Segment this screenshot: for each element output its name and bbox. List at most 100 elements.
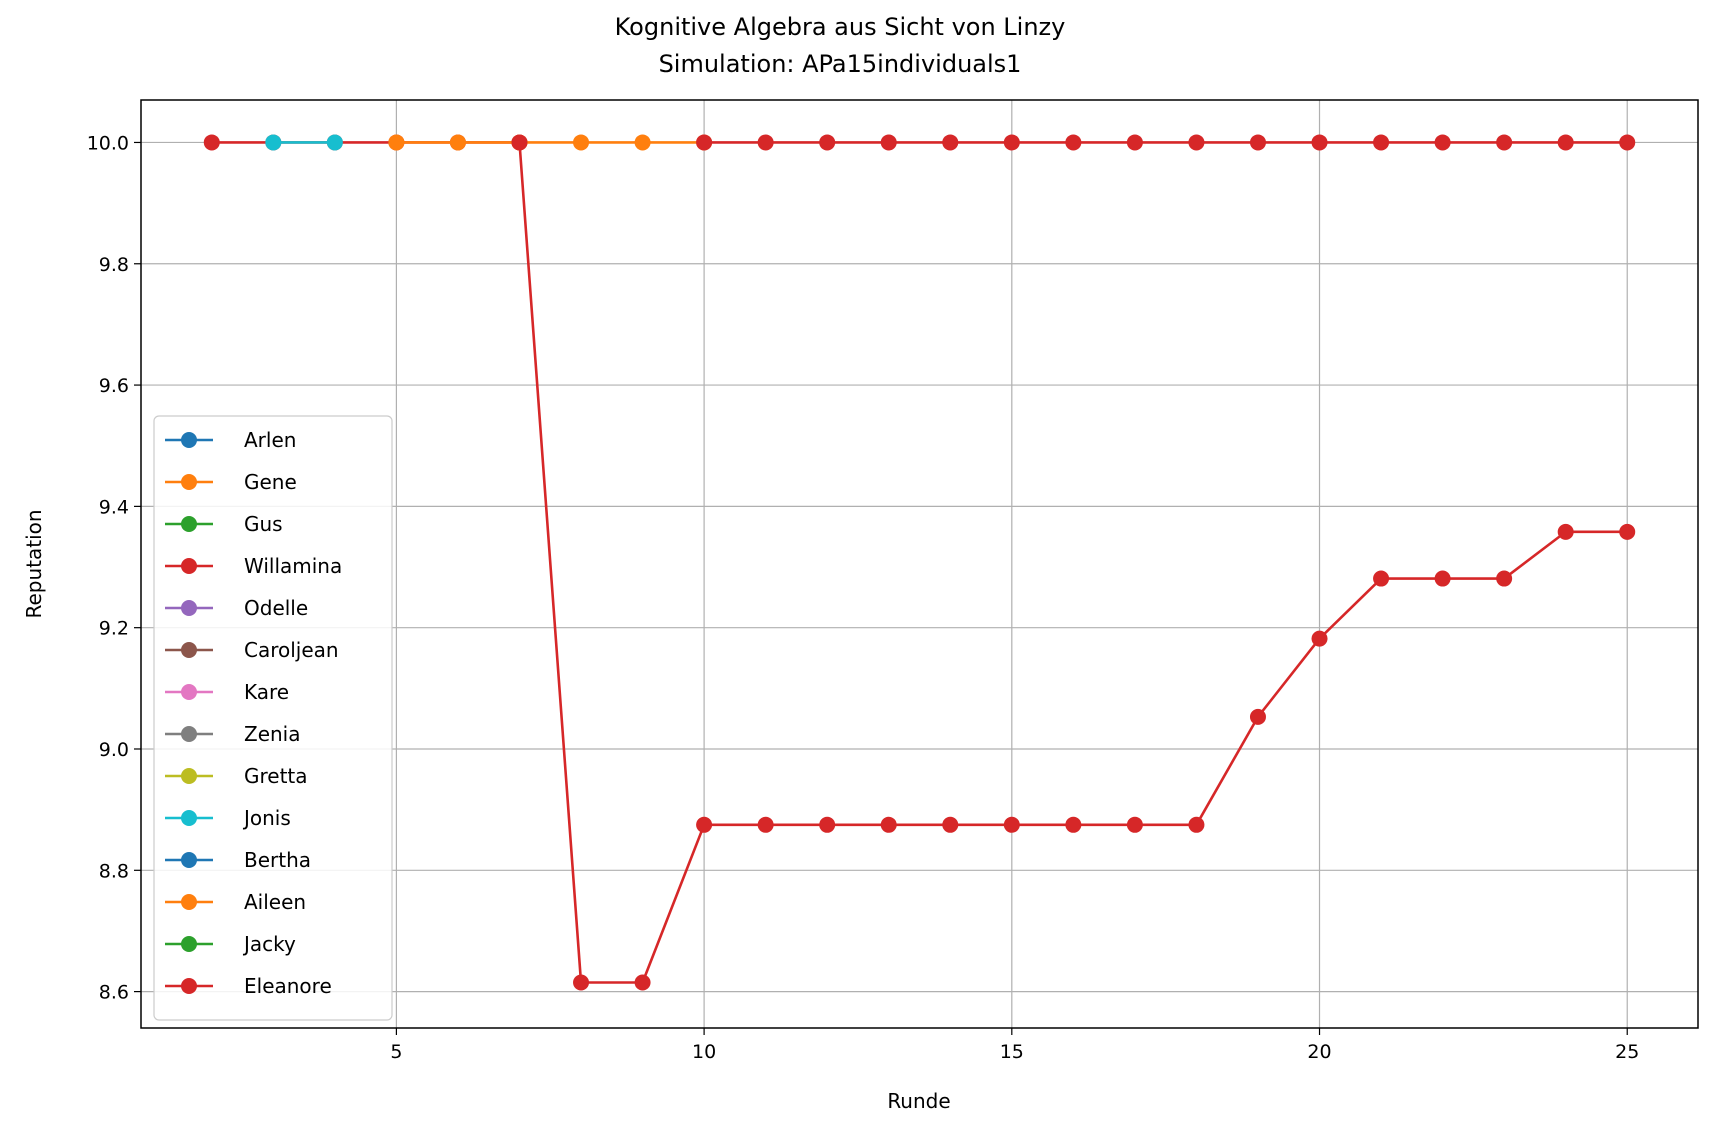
y-axis-label: Reputation bbox=[22, 509, 46, 618]
data-point bbox=[1188, 134, 1205, 151]
legend-item: Kare bbox=[165, 680, 289, 704]
x-axis-label: Runde bbox=[887, 1089, 950, 1113]
x-tick-label: 15 bbox=[1000, 1041, 1024, 1063]
legend-item: Caroljean bbox=[165, 638, 339, 662]
data-point bbox=[1496, 570, 1513, 587]
legend-item: Gretta bbox=[165, 764, 308, 788]
y-tick-label: 8.8 bbox=[99, 860, 129, 882]
data-point bbox=[1311, 630, 1328, 647]
legend-item: Aileen bbox=[165, 890, 306, 914]
chart-title: Kognitive Algebra aus Sicht von Linzy bbox=[615, 13, 1066, 41]
data-point bbox=[1619, 134, 1636, 151]
legend-item: Gus bbox=[165, 512, 283, 536]
data-point bbox=[1065, 816, 1082, 833]
legend-label: Jonis bbox=[242, 806, 291, 830]
y-tick-label: 9.4 bbox=[99, 496, 129, 518]
data-point bbox=[1311, 134, 1328, 151]
axis-ticks: 5 10 15 20 25 8.6 8.8 9.0 9.2 9.4 9.6 9.8 10.0 bbox=[87, 132, 1640, 1063]
legend-marker bbox=[181, 684, 197, 700]
legend-marker bbox=[181, 852, 197, 868]
data-point bbox=[573, 134, 590, 151]
legend-item: Odelle bbox=[165, 596, 308, 620]
legend-item: Eleanore bbox=[165, 974, 332, 998]
data-point bbox=[1557, 134, 1574, 151]
legend-label: Willamina bbox=[244, 554, 342, 578]
legend-marker bbox=[181, 558, 197, 574]
legend-marker bbox=[181, 432, 197, 448]
data-point bbox=[1496, 134, 1513, 151]
series-trace-14 bbox=[511, 134, 1636, 991]
legend-label: Gus bbox=[244, 512, 283, 536]
data-point bbox=[942, 816, 959, 833]
legend-item: Zenia bbox=[165, 722, 301, 746]
data-point bbox=[942, 134, 959, 151]
data-point bbox=[696, 816, 713, 833]
data-point bbox=[388, 134, 405, 151]
legend-marker bbox=[181, 894, 197, 910]
x-tick-label: 5 bbox=[390, 1041, 402, 1063]
legend-marker bbox=[181, 516, 197, 532]
legend-marker bbox=[181, 810, 197, 826]
legend-item: Arlen bbox=[165, 428, 296, 452]
data-point bbox=[1373, 134, 1390, 151]
data-point bbox=[1557, 523, 1574, 540]
legend-label: Eleanore bbox=[244, 974, 332, 998]
data-point bbox=[1003, 134, 1020, 151]
data-point bbox=[1434, 134, 1451, 151]
data-point bbox=[1434, 570, 1451, 587]
plot-frame bbox=[140, 99, 1699, 1029]
data-point bbox=[880, 816, 897, 833]
series-eleanore bbox=[696, 134, 1636, 151]
data-point bbox=[203, 134, 220, 151]
y-tick-label: 9.6 bbox=[99, 375, 129, 397]
legend-item: Jacky bbox=[165, 932, 296, 956]
legend-marker bbox=[181, 768, 197, 784]
data-point bbox=[696, 134, 713, 151]
data-point bbox=[449, 134, 466, 151]
y-tick-label: 9.8 bbox=[99, 254, 129, 276]
x-tick-label: 25 bbox=[1615, 1041, 1639, 1063]
legend-item: Bertha bbox=[165, 848, 311, 872]
y-tick-label: 8.6 bbox=[99, 982, 129, 1004]
legend-marker bbox=[181, 726, 197, 742]
legend-label: Gene bbox=[244, 470, 297, 494]
legend-label: Odelle bbox=[244, 596, 308, 620]
data-point bbox=[1249, 708, 1266, 725]
data-point bbox=[326, 134, 343, 151]
y-tick-label: 9.0 bbox=[99, 739, 129, 761]
data-point bbox=[1126, 134, 1143, 151]
legend-label: Kare bbox=[244, 680, 289, 704]
data-point bbox=[511, 134, 528, 151]
data-point bbox=[1126, 816, 1143, 833]
legend-label: Zenia bbox=[244, 722, 301, 746]
data-point bbox=[1619, 523, 1636, 540]
legend-label: Bertha bbox=[244, 848, 311, 872]
y-tick-label: 9.2 bbox=[99, 618, 129, 640]
legend-label: Arlen bbox=[244, 428, 296, 452]
data-point bbox=[634, 134, 651, 151]
series-group bbox=[203, 134, 1636, 991]
data-point bbox=[1249, 134, 1266, 151]
data-point bbox=[757, 134, 774, 151]
legend: Arlen Gene Gus Willamina Odelle Caroljean Kare… bbox=[153, 415, 393, 1021]
legend-item: Jonis bbox=[165, 806, 291, 830]
legend-box bbox=[153, 415, 393, 1021]
legend-item: Gene bbox=[165, 470, 297, 494]
data-point bbox=[1003, 816, 1020, 833]
data-point bbox=[1188, 816, 1205, 833]
data-point bbox=[265, 134, 282, 151]
data-point bbox=[819, 816, 836, 833]
legend-item: Willamina bbox=[165, 554, 342, 578]
legend-marker bbox=[181, 642, 197, 658]
legend-label: Jacky bbox=[242, 932, 296, 956]
chart-subtitle: Simulation: APa15individuals1 bbox=[659, 50, 1022, 78]
legend-label: Gretta bbox=[244, 764, 308, 788]
legend-marker bbox=[181, 978, 197, 994]
x-tick-label: 10 bbox=[692, 1041, 716, 1063]
legend-marker bbox=[181, 600, 197, 616]
series-jonis bbox=[265, 134, 343, 151]
data-point bbox=[1065, 134, 1082, 151]
data-point bbox=[573, 974, 590, 991]
